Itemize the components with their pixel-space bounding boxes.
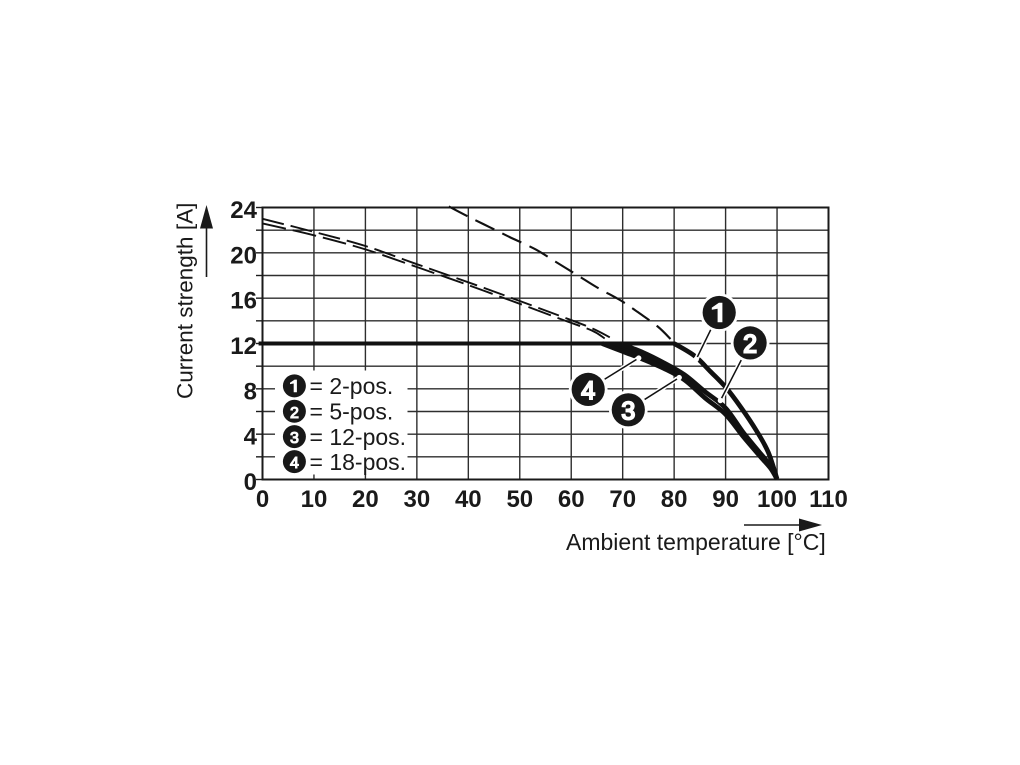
svg-text:2: 2 [290,405,299,422]
svg-text:Ambient temperature [°C]: Ambient temperature [°C] [566,529,826,555]
svg-text:= 5-pos.: = 5-pos. [310,399,394,425]
svg-text:12: 12 [230,333,257,360]
svg-text:4: 4 [244,424,258,451]
svg-text:= 18-pos.: = 18-pos. [310,449,407,475]
svg-text:80: 80 [661,486,688,513]
svg-text:3: 3 [290,430,299,447]
svg-text:3: 3 [621,397,635,425]
svg-text:100: 100 [757,486,797,513]
svg-text:4: 4 [290,455,299,472]
svg-text:= 2-pos.: = 2-pos. [310,373,394,399]
svg-text:90: 90 [712,486,739,513]
svg-text:110: 110 [809,486,848,513]
svg-text:0: 0 [244,469,257,496]
svg-text:40: 40 [455,486,482,513]
svg-text:16: 16 [230,288,257,315]
svg-text:0: 0 [256,486,269,513]
svg-text:20: 20 [352,486,379,513]
svg-text:50: 50 [506,486,533,513]
svg-text:8: 8 [244,378,257,405]
svg-text:4: 4 [581,377,595,405]
svg-text:10: 10 [301,486,328,513]
svg-text:Current strength [A]: Current strength [A] [173,203,198,399]
svg-text:20: 20 [230,242,257,269]
svg-text:60: 60 [558,486,585,513]
svg-text:= 12-pos.: = 12-pos. [310,424,407,450]
svg-text:30: 30 [404,486,431,513]
svg-text:70: 70 [609,486,636,513]
svg-text:2: 2 [743,331,757,359]
svg-text:24: 24 [230,197,257,224]
